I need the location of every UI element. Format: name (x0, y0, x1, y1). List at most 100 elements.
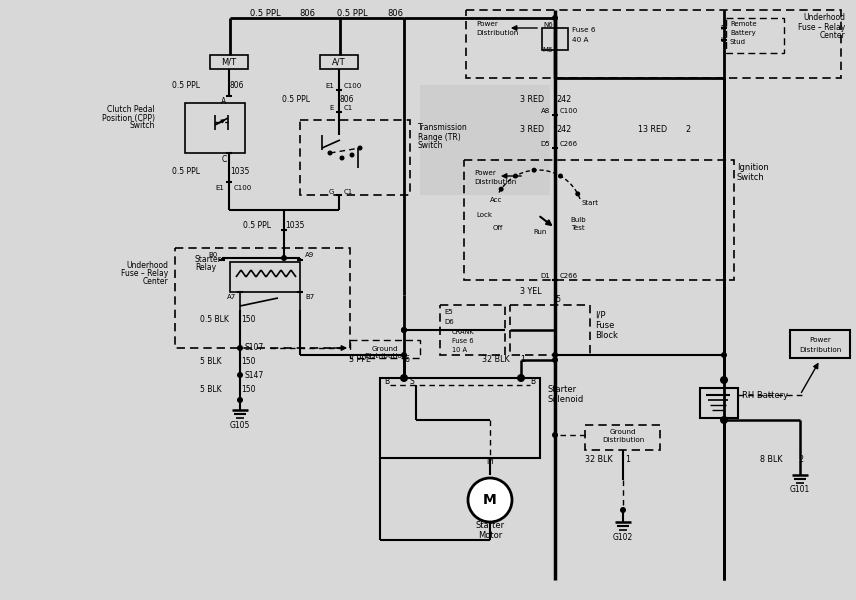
Bar (726, 18, 784, 53)
Bar (210, 55, 248, 69)
Text: Test: Test (571, 225, 585, 231)
Bar (542, 28, 568, 50)
Text: Starter: Starter (548, 385, 577, 395)
Text: 5: 5 (555, 295, 560, 304)
Text: B0: B0 (209, 252, 218, 258)
Circle shape (237, 397, 243, 403)
Text: RH Battery: RH Battery (742, 391, 788, 400)
Text: Motor: Motor (478, 530, 502, 539)
Text: 13 RED: 13 RED (638, 125, 667, 134)
Text: 0.5 PPL: 0.5 PPL (172, 80, 200, 89)
Text: C1: C1 (344, 105, 354, 111)
Text: Starter: Starter (195, 256, 222, 265)
Text: 150: 150 (241, 316, 255, 325)
Text: A7: A7 (227, 294, 236, 300)
Text: 1: 1 (520, 355, 525, 364)
Text: Switch: Switch (737, 173, 764, 182)
Text: Fuse 6: Fuse 6 (572, 27, 596, 33)
Text: A: A (222, 97, 227, 107)
Text: Ground: Ground (372, 346, 398, 352)
Text: Remote: Remote (730, 21, 757, 27)
Text: Center: Center (819, 31, 845, 40)
Text: Fuse – Relay: Fuse – Relay (798, 22, 845, 31)
Bar (420, 85, 550, 195)
Circle shape (517, 374, 525, 382)
Text: 3 PPL: 3 PPL (348, 355, 370, 364)
Text: 806: 806 (299, 8, 315, 17)
Text: Relay: Relay (195, 263, 216, 272)
Text: 2: 2 (685, 125, 690, 134)
Text: F: F (720, 25, 724, 31)
Text: E1: E1 (215, 185, 224, 191)
Text: 806: 806 (387, 8, 403, 17)
Circle shape (720, 376, 728, 384)
Text: Distribution: Distribution (476, 30, 518, 36)
Circle shape (281, 255, 287, 261)
Text: Clutch Pedal: Clutch Pedal (107, 106, 155, 115)
Text: C100: C100 (344, 83, 362, 89)
Text: S147: S147 (245, 370, 265, 379)
Text: E: E (330, 105, 334, 111)
Text: E5: E5 (444, 309, 453, 315)
Circle shape (400, 374, 408, 382)
Text: 10 A: 10 A (452, 347, 467, 353)
Text: Power: Power (476, 21, 498, 27)
Bar (790, 330, 850, 358)
Text: CRANK: CRANK (452, 329, 474, 335)
Text: A8: A8 (541, 108, 550, 114)
Text: 806: 806 (230, 80, 245, 89)
Text: 0.5 PPL: 0.5 PPL (336, 8, 367, 17)
Text: 40 A: 40 A (572, 37, 588, 43)
Circle shape (558, 173, 563, 179)
Circle shape (721, 352, 727, 358)
Text: 242: 242 (556, 125, 571, 134)
Text: Fuse: Fuse (595, 320, 615, 329)
Circle shape (552, 15, 558, 21)
Text: C: C (222, 154, 227, 163)
Text: Center: Center (142, 277, 168, 286)
Text: 150: 150 (241, 385, 255, 395)
Text: Off: Off (493, 225, 503, 231)
Text: 3 RED: 3 RED (520, 125, 544, 134)
Text: G101: G101 (790, 485, 810, 494)
Text: Power: Power (809, 337, 831, 343)
Circle shape (720, 416, 728, 424)
Text: Range (TR): Range (TR) (418, 133, 461, 142)
Text: Distribution: Distribution (799, 347, 841, 353)
Circle shape (401, 327, 407, 333)
Text: S: S (410, 377, 415, 386)
Text: 6: 6 (405, 355, 410, 364)
Text: Start: Start (581, 200, 598, 206)
Text: Ground: Ground (609, 429, 636, 435)
Text: 1035: 1035 (285, 220, 305, 229)
Text: Battery: Battery (730, 30, 756, 36)
Text: 3 YEL: 3 YEL (520, 287, 542, 296)
Circle shape (468, 478, 512, 522)
Text: B: B (384, 377, 389, 386)
Text: M: M (487, 457, 493, 467)
Text: Acc: Acc (490, 197, 502, 203)
Text: 242: 242 (556, 95, 571, 104)
Text: D6: D6 (444, 319, 454, 325)
Text: Ignition: Ignition (737, 163, 769, 173)
Text: 5 BLK: 5 BLK (200, 385, 222, 395)
Text: 150: 150 (241, 358, 255, 367)
Text: E1: E1 (325, 83, 334, 89)
Bar (466, 10, 841, 78)
Text: G: G (329, 189, 334, 195)
Text: Transmission: Transmission (418, 124, 467, 133)
Text: G105: G105 (229, 421, 250, 430)
Circle shape (237, 345, 243, 351)
Text: Bulb: Bulb (570, 217, 586, 223)
Bar (350, 340, 420, 358)
Bar (185, 103, 245, 153)
Text: Fuse 6: Fuse 6 (452, 338, 473, 344)
Circle shape (401, 352, 407, 358)
Text: L: L (720, 37, 724, 43)
Circle shape (575, 191, 580, 196)
Text: G102: G102 (613, 533, 633, 542)
Bar (700, 388, 738, 418)
Text: 0.5 PPL: 0.5 PPL (282, 95, 310, 104)
Circle shape (513, 173, 518, 179)
Bar (510, 305, 590, 355)
